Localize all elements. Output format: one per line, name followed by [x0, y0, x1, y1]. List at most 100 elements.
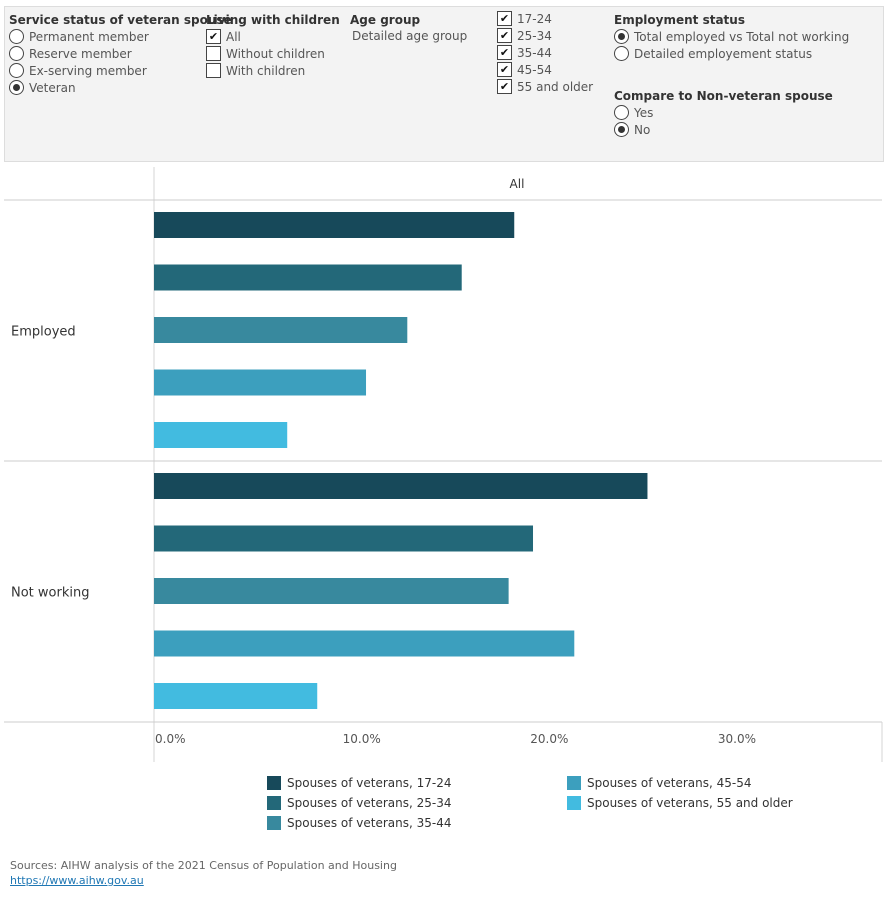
bar [154, 369, 367, 396]
service-status-filter: Service status of veteran spouse Permane… [9, 13, 232, 97]
service-status-option-ex-serving[interactable]: Ex-serving member [9, 63, 232, 80]
checkbox-checked-icon[interactable]: ✔ [206, 29, 221, 44]
checkbox-checked-icon[interactable]: ✔ [497, 28, 512, 43]
x-tick-label: 20.0% [530, 732, 568, 746]
living-option-all[interactable]: ✔ All [206, 29, 340, 46]
age-option-17-24[interactable]: ✔ 17-24 [497, 11, 593, 28]
age-group-subtitle: Detailed age group [352, 29, 468, 43]
employment-option-total[interactable]: Total employed vs Total not working [614, 29, 849, 46]
option-label: Yes [634, 106, 654, 120]
option-label: 25-34 [517, 29, 552, 43]
category-label: Employed [11, 325, 76, 340]
bar [154, 422, 288, 448]
legend-item[interactable]: Spouses of veterans, 55 and older [567, 795, 793, 811]
chart-labels: All Employed Not working 0.0% 10.0% 20.0% 30.0… [11, 177, 756, 746]
radio-icon[interactable] [614, 46, 629, 61]
option-label: Ex-serving member [29, 64, 147, 78]
option-label: Permanent member [29, 30, 149, 44]
age-option-35-44[interactable]: ✔ 35-44 [497, 45, 593, 62]
option-label: Total employed vs Total not working [634, 30, 850, 44]
compare-title: Compare to Non-veteran spouse [614, 89, 833, 103]
chart-frame [4, 167, 883, 762]
radio-selected-icon[interactable] [614, 122, 629, 137]
source-note: Sources: AIHW analysis of the 2021 Censu… [10, 859, 397, 887]
option-label: 35-44 [517, 46, 552, 60]
legend-item[interactable]: Spouses of veterans, 35-44 [267, 815, 451, 831]
radio-icon[interactable] [9, 29, 24, 44]
radio-icon[interactable] [9, 63, 24, 78]
option-label: 17-24 [517, 12, 552, 26]
source-text: Sources: AIHW analysis of the 2021 Censu… [10, 859, 397, 872]
option-label: With children [226, 64, 306, 78]
living-with-children-filter: Living with children ✔ All Without childr… [206, 13, 340, 80]
legend-label: Spouses of veterans, 25-34 [287, 796, 452, 810]
employment-status-title: Employment status [614, 13, 745, 27]
age-group-title: Age group [350, 13, 421, 27]
bar [154, 630, 575, 657]
legend-label: Spouses of veterans, 45-54 [587, 776, 752, 790]
radio-selected-icon[interactable] [614, 29, 629, 44]
age-option-25-34[interactable]: ✔ 25-34 [497, 28, 593, 45]
option-label: No [634, 123, 651, 137]
legend-swatch [267, 796, 281, 810]
option-label: All [226, 30, 241, 44]
bar [154, 525, 534, 552]
legend-label: Spouses of veterans, 35-44 [287, 816, 452, 830]
category-label: Not working [11, 586, 89, 601]
legend-swatch [567, 796, 581, 810]
employment-status-filter: Employment status Total employed vs Tota… [614, 13, 849, 63]
column-header: All [510, 177, 525, 191]
checkbox-checked-icon[interactable]: ✔ [497, 45, 512, 60]
option-label: Without children [226, 47, 325, 61]
compare-filter: Compare to Non-veteran spouse Yes No [614, 89, 833, 139]
bar [154, 683, 318, 709]
legend-item[interactable]: Spouses of veterans, 45-54 [567, 775, 751, 791]
checkbox-icon[interactable] [206, 63, 221, 78]
compare-option-no[interactable]: No [614, 122, 833, 139]
legend-swatch [267, 816, 281, 830]
radio-selected-icon[interactable] [9, 80, 24, 95]
option-label: Reserve member [29, 47, 132, 61]
filter-panel: Service status of veteran spouse Permane… [4, 6, 884, 162]
service-status-title: Service status of veteran spouse [9, 13, 232, 27]
service-status-option-veteran[interactable]: Veteran [9, 80, 232, 97]
legend-swatch [567, 776, 581, 790]
checkbox-icon[interactable] [206, 46, 221, 61]
legend-item[interactable]: Spouses of veterans, 25-34 [267, 795, 451, 811]
option-label: 55 and older [517, 80, 594, 94]
living-with-children-title: Living with children [206, 13, 340, 27]
radio-icon[interactable] [614, 105, 629, 120]
bar [154, 264, 462, 291]
option-label: 45-54 [517, 63, 552, 77]
chart-bars [154, 212, 648, 709]
employment-option-detailed[interactable]: Detailed employement status [614, 46, 849, 63]
living-option-without-children[interactable]: Without children [206, 46, 340, 63]
service-status-option-reserve[interactable]: Reserve member [9, 46, 232, 63]
bar-chart: All Employed Not working 0.0% 10.0% 20.0% 30.0… [4, 167, 883, 762]
option-label: Veteran [29, 81, 76, 95]
legend-swatch [267, 776, 281, 790]
bar [154, 212, 515, 238]
bar [154, 317, 408, 343]
legend-label: Spouses of veterans, 55 and older [587, 796, 793, 810]
living-option-with-children[interactable]: With children [206, 63, 340, 80]
checkbox-checked-icon[interactable]: ✔ [497, 11, 512, 26]
bar [154, 578, 509, 604]
legend-item[interactable]: Spouses of veterans, 17-24 [267, 775, 451, 791]
age-option-45-54[interactable]: ✔ 45-54 [497, 62, 593, 79]
option-label: Detailed employement status [634, 47, 813, 61]
checkbox-checked-icon[interactable]: ✔ [497, 79, 512, 94]
age-group-filter: Age group Detailed age group [350, 13, 467, 43]
bar [154, 473, 648, 499]
legend-label: Spouses of veterans, 17-24 [287, 776, 452, 790]
checkbox-checked-icon[interactable]: ✔ [497, 62, 512, 77]
radio-icon[interactable] [9, 46, 24, 61]
x-tick-label: 30.0% [718, 732, 756, 746]
age-option-55-older[interactable]: ✔ 55 and older [497, 79, 593, 96]
compare-option-yes[interactable]: Yes [614, 105, 833, 122]
source-link[interactable]: https://www.aihw.gov.au [10, 874, 144, 887]
x-tick-label: 0.0% [155, 732, 186, 746]
age-group-checklist: ✔ 17-24 ✔ 25-34 ✔ 35-44 ✔ 45-54 ✔ 55 and olde… [497, 11, 593, 96]
service-status-option-permanent[interactable]: Permanent member [9, 29, 232, 46]
x-tick-label: 10.0% [343, 732, 381, 746]
